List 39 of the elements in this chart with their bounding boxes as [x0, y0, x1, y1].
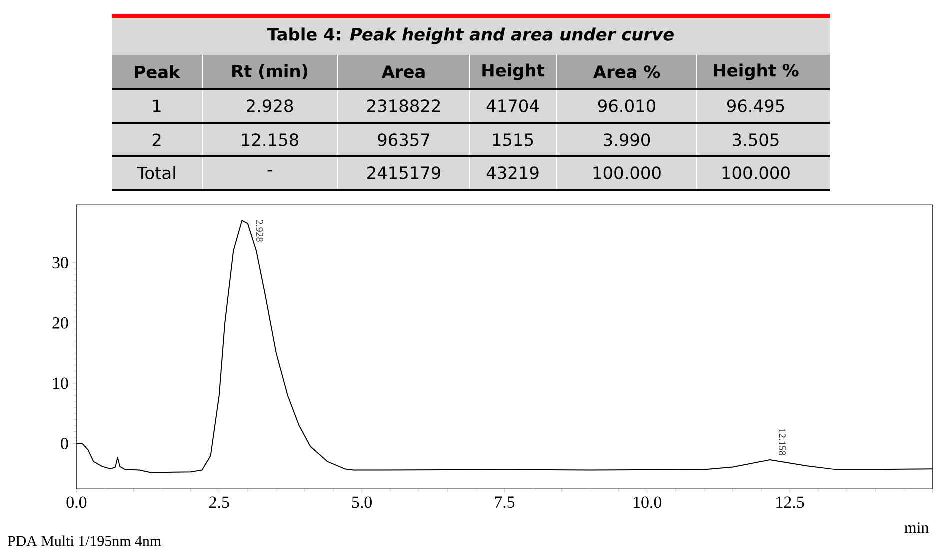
- y-tick-label: 30: [52, 257, 68, 269]
- text: 3.990: [604, 134, 650, 146]
- text: Height %: [714, 64, 799, 80]
- text: 43219: [486, 166, 539, 180]
- y-tick-label: 0: [61, 438, 68, 450]
- chart-title: Table 4: Peak height and area under curve: [268, 28, 674, 44]
- x-tick-label: 7.5: [495, 496, 515, 508]
- annotation: 12.158: [779, 429, 786, 456]
- x-tick-label: 2.5: [210, 496, 230, 508]
- text: 2.928: [247, 100, 294, 112]
- x-axis-title: min: [904, 522, 929, 534]
- text: 2318822: [368, 100, 440, 112]
- text: 41704: [486, 100, 539, 112]
- text: 2: [152, 134, 161, 146]
- text: 3.505: [733, 134, 779, 146]
- x-tick-label: 0.0: [66, 496, 87, 508]
- x-tick-label: 10.0: [634, 496, 662, 508]
- y-tick-label: 20: [52, 317, 68, 329]
- text: 2415179: [368, 166, 440, 180]
- x-tick-label: 5.0: [352, 496, 372, 508]
- text: 1515: [493, 134, 534, 146]
- text: 1: [153, 100, 161, 112]
- text: Total: [137, 166, 176, 180]
- text: PDA Multi 1/195nm 4nm: [8, 536, 162, 546]
- text: 12.158: [242, 134, 298, 146]
- annotation: 2.928: [256, 220, 264, 242]
- text: 100.000: [594, 166, 661, 180]
- text: Height: [482, 64, 544, 80]
- y-tick-label: 10: [53, 378, 68, 390]
- text: 100.000: [722, 166, 790, 180]
- text: Peak: [135, 65, 181, 79]
- text: Area %: [593, 66, 660, 78]
- text: -: [268, 170, 272, 172]
- text: Rt (min): [232, 64, 308, 80]
- text: Area: [382, 66, 425, 78]
- x-tick-label: 12.5: [776, 496, 804, 508]
- text: 96.010: [598, 100, 656, 112]
- text: 96357: [378, 134, 430, 146]
- text: 96.495: [727, 100, 784, 112]
